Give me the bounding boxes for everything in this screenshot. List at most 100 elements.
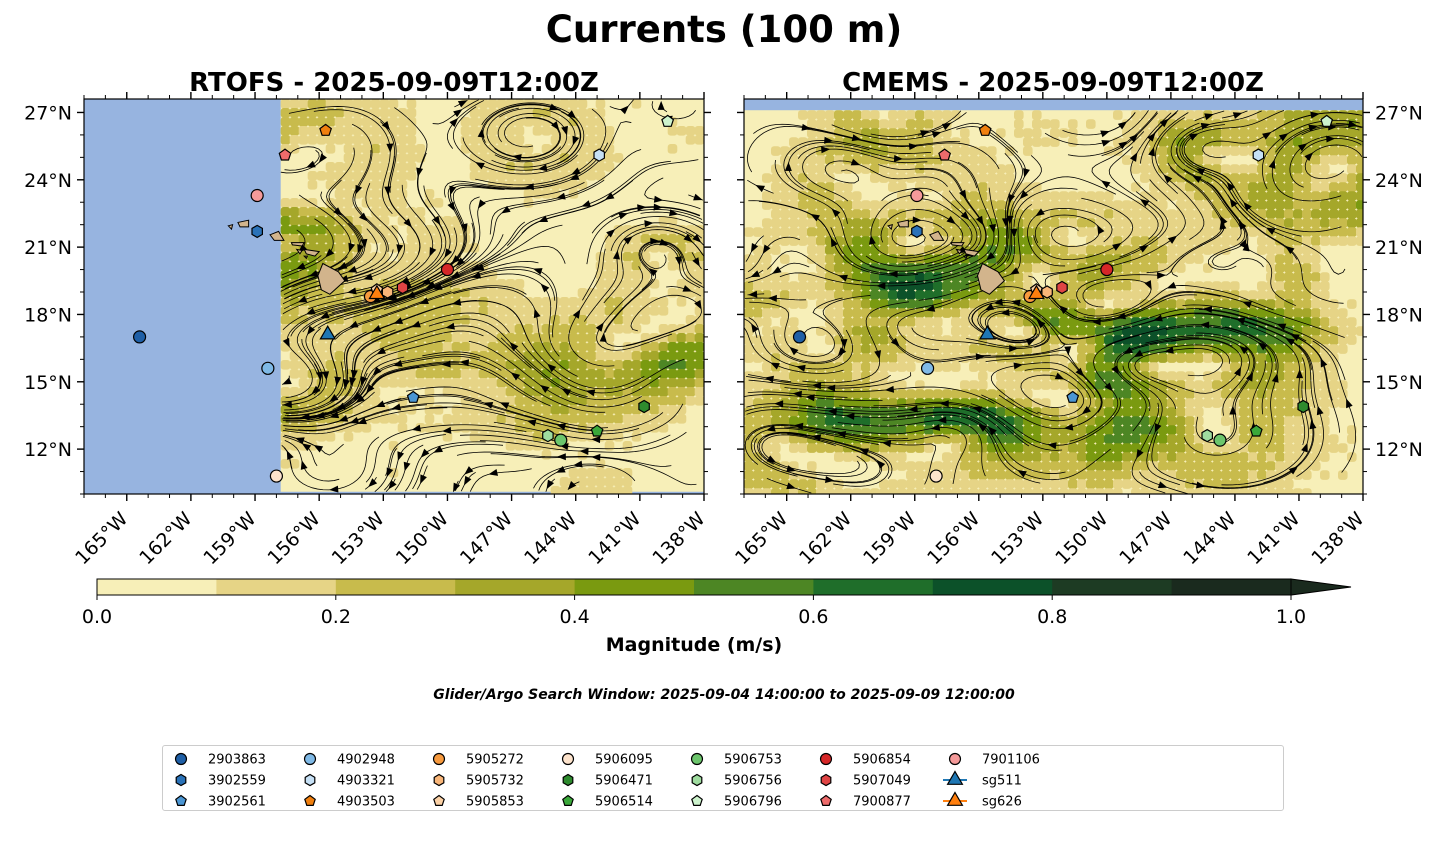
magnitude-cell [703,118,704,125]
magnitude-cell [280,297,291,307]
legend-label: 7900877 [853,795,911,810]
magnitude-cell [424,369,435,379]
magnitude-cell [1095,380,1105,390]
platform-3902561 [406,390,420,403]
magnitude-cell [924,218,934,228]
magnitude-cell [1185,434,1195,444]
legend-label: 5906514 [595,795,653,810]
magnitude-cell [1203,191,1213,201]
magnitude-cell [514,342,525,352]
magnitude-cell [879,164,889,174]
magnitude-cell [307,135,318,145]
magnitude-cell [694,378,704,388]
magnitude-cell [807,200,817,210]
platform-3902559 [911,224,923,239]
magnitude-cell [1113,425,1123,435]
magnitude-cell [1086,326,1096,336]
magnitude-cell [604,261,615,271]
magnitude-cell [1077,227,1087,237]
magnitude-cell [1167,425,1177,435]
platform-5906854 [440,262,455,277]
magnitude-cell [1266,182,1276,192]
magnitude-cell [1176,389,1186,399]
magnitude-cell [942,128,952,138]
magnitude-cell [852,416,862,426]
magnitude-cell [1293,227,1303,237]
magnitude-cell [843,191,853,201]
legend-label: 5906471 [595,774,653,789]
magnitude-cell [762,443,772,453]
magnitude-cell [825,290,835,300]
magnitude-cell [397,144,408,154]
magnitude-cell [1257,182,1267,192]
magnitude-cell [514,288,525,298]
magnitude-cell [559,351,570,361]
magnitude-cell [1275,164,1285,174]
magnitude-cell [1302,272,1312,282]
legend-marker [562,773,574,787]
magnitude-cell [343,108,354,118]
magnitude-cell [361,351,372,361]
magnitude-cell [559,117,570,127]
magnitude-cell [870,398,880,408]
streamline-arrow [824,136,834,144]
x-tick-label: 138°W [648,508,709,569]
magnitude-cell [906,119,916,129]
magnitude-cell [1257,245,1267,255]
magnitude-cell [649,405,660,415]
magnitude-cell [1176,326,1186,336]
streamline-arrow [648,268,658,277]
magnitude-cell [780,173,790,183]
magnitude-cell [1113,209,1123,219]
magnitude-cell [879,362,889,372]
magnitude-cell [1113,452,1123,462]
magnitude-cell [1338,218,1348,228]
magnitude-cell [334,288,345,298]
magnitude-cell [649,351,660,361]
magnitude-cell [1284,272,1294,282]
magnitude-cell [1311,362,1321,372]
streamline-arrow [348,242,356,253]
magnitude-cell [1320,317,1330,327]
streamline-arrow [893,154,904,162]
magnitude-cell [1338,173,1348,183]
magnitude-cell [334,342,345,352]
magnitude-cell [1239,389,1249,399]
magnitude-cell [613,270,624,280]
magnitude-cell [960,488,970,494]
magnitude-cell [834,227,844,237]
magnitude-cell [780,299,790,309]
magnitude-cell [613,387,624,397]
magnitude-cell [685,387,696,397]
magnitude-cell [1230,443,1240,453]
magnitude-cell [1284,164,1294,174]
magnitude-cell [622,360,633,370]
magnitude-cell [1248,290,1258,300]
magnitude-cell [622,477,633,487]
magnitude-cell [1077,245,1087,255]
magnitude-cell [1311,344,1321,354]
magnitude-cell [595,108,606,118]
magnitude-cell [523,117,534,127]
magnitude-cell [532,396,543,406]
magnitude-cell [577,324,588,334]
magnitude-cell [622,315,633,325]
magnitude-cell [604,405,615,415]
magnitude-cell [460,333,471,343]
magnitude-cell [1338,191,1348,201]
magnitude-cell [1320,173,1330,183]
magnitude-cell [780,227,790,237]
legend-marker [820,773,832,787]
magnitude-cell [1185,398,1195,408]
magnitude-cell [703,370,704,377]
magnitude-cell [568,99,579,109]
magnitude-cell [1203,380,1213,390]
legend-marker [946,770,964,785]
magnitude-cell [1257,362,1267,372]
streamline-arrow [391,403,401,411]
magnitude-cell [1131,488,1141,494]
magnitude-cell [469,333,480,343]
magnitude-cell [1023,326,1033,336]
magnitude-cell [771,218,781,228]
legend-entry-5905272: 5905272 [432,753,524,768]
